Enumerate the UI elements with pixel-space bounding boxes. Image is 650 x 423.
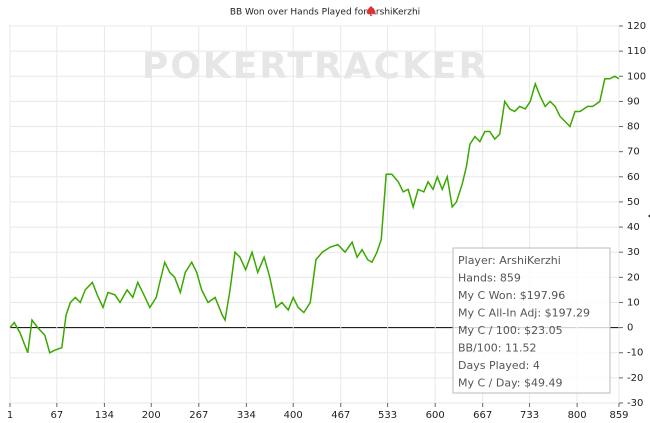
y-tick-label: 60 <box>627 172 640 183</box>
info-line: Days Played: 4 <box>458 359 540 372</box>
y-tick-label: 120 <box>627 21 646 32</box>
info-line: My C Won: $197.96 <box>458 289 565 302</box>
y-tick-label: 10 <box>627 297 640 308</box>
x-tick-label: 200 <box>142 410 161 421</box>
x-tick-label: 1 <box>7 410 13 421</box>
info-box <box>452 247 611 394</box>
x-tick-label: 600 <box>426 410 445 421</box>
y-tick-label: 100 <box>627 71 646 82</box>
watermark: POKERTRACKER <box>142 46 488 87</box>
info-line: My C / Day: $49.49 <box>458 377 563 390</box>
y-tick-label: 40 <box>627 222 640 233</box>
y-tick-label: 20 <box>627 272 640 283</box>
y-tick-label: 110 <box>627 46 646 57</box>
y-tick-label: 70 <box>627 147 640 158</box>
y-tick-label: 30 <box>627 247 640 258</box>
x-tick-label: 67 <box>50 410 63 421</box>
x-tick-label: 334 <box>237 410 256 421</box>
info-line: BB/100: 11.52 <box>458 342 537 355</box>
y-tick-label: 80 <box>627 122 640 133</box>
info-line: My C All-In Adj: $197.29 <box>458 307 590 320</box>
y-tick-label: 50 <box>627 197 640 208</box>
x-tick-label: 267 <box>189 410 208 421</box>
x-tick-label: 400 <box>284 410 303 421</box>
x-tick-label: 859 <box>609 410 628 421</box>
player-icon <box>366 6 376 16</box>
y-tick-label: -30 <box>627 398 643 409</box>
series-line <box>9 75 620 354</box>
x-tick-label: 800 <box>568 410 587 421</box>
x-tick-label: 467 <box>331 410 350 421</box>
y-tick-label: 0 <box>627 323 633 334</box>
x-tick-label: 733 <box>520 410 539 421</box>
chart-title: BB Won over Hands Played for ArshiKerzhi <box>230 8 420 18</box>
x-tick-label: 533 <box>378 410 397 421</box>
x-tick-label: 134 <box>95 410 114 421</box>
x-tick-label: 667 <box>473 410 492 421</box>
info-line: Hands: 859 <box>458 272 521 285</box>
y-tick-label: 90 <box>627 96 640 107</box>
info-line: My C / 100: $23.05 <box>458 324 563 337</box>
y-tick-label: -10 <box>627 348 643 359</box>
y-tick-label: -20 <box>627 373 643 384</box>
info-line: Player: ArshiKerzhi <box>458 254 561 267</box>
